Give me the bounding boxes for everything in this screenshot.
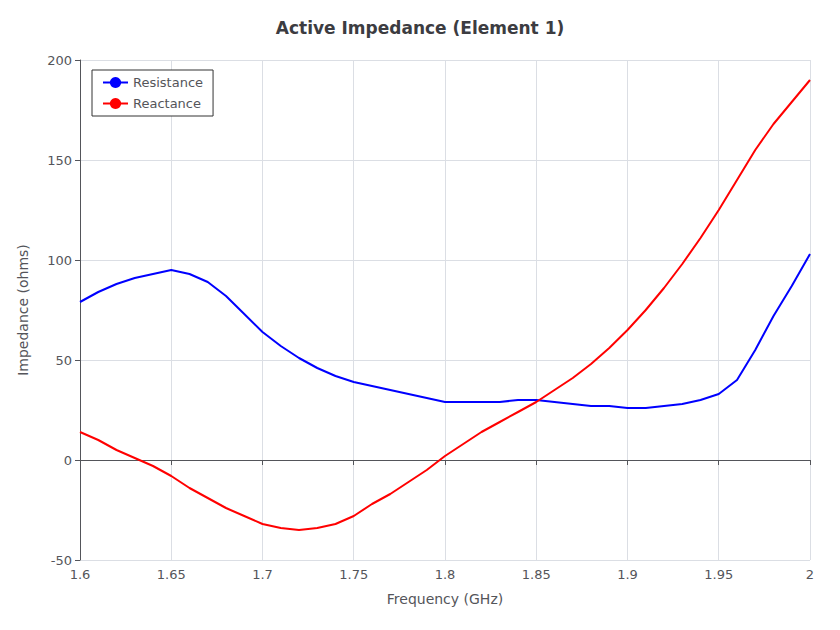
svg-text:-50: -50 — [51, 553, 72, 568]
svg-text:1.95: 1.95 — [704, 567, 733, 582]
svg-text:1.75: 1.75 — [339, 567, 368, 582]
svg-text:1.6: 1.6 — [70, 567, 91, 582]
svg-text:50: 50 — [55, 353, 72, 368]
svg-text:1.8: 1.8 — [435, 567, 456, 582]
svg-text:150: 150 — [47, 153, 72, 168]
svg-text:0: 0 — [64, 453, 72, 468]
svg-text:Impedance (ohms): Impedance (ohms) — [15, 244, 31, 376]
svg-text:200: 200 — [47, 53, 72, 68]
svg-text:Active Impedance (Element 1): Active Impedance (Element 1) — [276, 18, 564, 38]
svg-text:100: 100 — [47, 253, 72, 268]
svg-text:1.65: 1.65 — [157, 567, 186, 582]
svg-text:2: 2 — [806, 567, 814, 582]
svg-text:1.7: 1.7 — [252, 567, 273, 582]
svg-text:Frequency (GHz): Frequency (GHz) — [387, 591, 503, 607]
svg-text:Reactance: Reactance — [133, 96, 201, 111]
svg-text:1.9: 1.9 — [617, 567, 638, 582]
svg-text:Resistance: Resistance — [133, 75, 203, 90]
svg-text:1.85: 1.85 — [522, 567, 551, 582]
